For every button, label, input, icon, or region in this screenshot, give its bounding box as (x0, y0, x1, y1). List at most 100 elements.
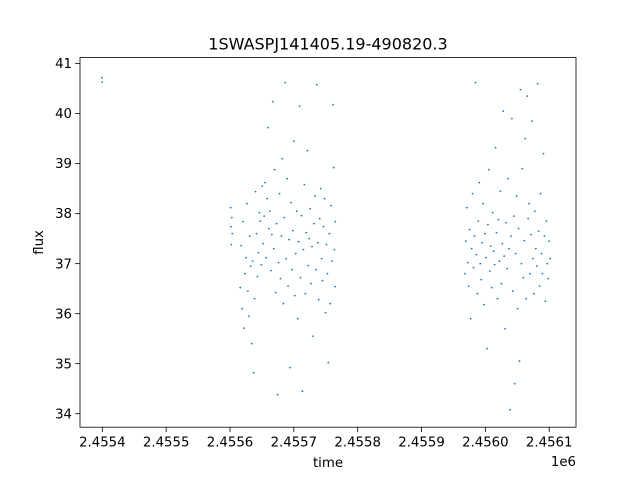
data-point (472, 266, 475, 269)
data-point (318, 217, 321, 220)
data-point (291, 268, 293, 271)
x-axis: 2.4554 2.4555 2.4556 2.4557 2.4558 2.4559 2.45… (79, 427, 572, 451)
data-point (273, 168, 276, 171)
data-point (497, 218, 500, 221)
data-point (314, 195, 316, 198)
data-point (544, 300, 547, 303)
data-point (247, 315, 250, 318)
data-point (309, 207, 312, 210)
data-point (314, 268, 317, 271)
data-point (323, 197, 326, 200)
data-point (271, 100, 274, 103)
data-point (300, 214, 303, 217)
data-point (535, 265, 538, 268)
data-point (518, 360, 521, 363)
data-point (230, 216, 233, 219)
data-point (286, 177, 289, 180)
data-point (324, 311, 327, 314)
data-point (243, 327, 245, 330)
y-tick-label: 34 (55, 407, 72, 422)
data-point (256, 275, 259, 278)
data-point (483, 303, 485, 306)
data-point (269, 210, 271, 213)
data-point (332, 166, 335, 169)
data-point (536, 82, 539, 85)
y-tick-label: 39 (55, 157, 72, 172)
x-tick-label: 2.4558 (334, 436, 381, 451)
data-point (275, 222, 278, 225)
y-tick-label: 38 (55, 207, 72, 222)
data-point (469, 317, 472, 320)
data-point (519, 88, 522, 91)
data-point (465, 206, 468, 209)
data-point (311, 245, 313, 248)
data-point (248, 235, 251, 238)
data-point (482, 202, 485, 205)
data-point (245, 256, 247, 259)
data-point (496, 297, 499, 300)
data-point (487, 223, 489, 226)
data-point (308, 237, 311, 240)
data-point (525, 297, 528, 300)
data-point (526, 95, 529, 98)
data-point (326, 272, 329, 275)
data-point (287, 285, 289, 288)
data-point (491, 211, 494, 214)
data-point (250, 342, 253, 345)
plot-frame (79, 57, 577, 428)
data-point (489, 245, 492, 248)
y-tick-label: 37 (55, 257, 72, 272)
chart-title: 1SWASPJ141405.19-490820.3 (208, 35, 447, 54)
data-point (320, 257, 323, 260)
data-point (297, 240, 300, 243)
data-point (321, 279, 324, 282)
data-point (506, 267, 508, 270)
data-point (304, 292, 307, 295)
data-point (508, 247, 510, 250)
data-point (267, 126, 269, 129)
data-point (265, 256, 267, 259)
data-point (278, 192, 281, 195)
y-axis-label: flux (32, 230, 47, 255)
data-point (260, 263, 263, 266)
data-point (312, 335, 314, 338)
data-point (270, 233, 273, 236)
data-point (277, 261, 280, 264)
data-point (327, 361, 330, 364)
data-point (251, 260, 254, 263)
data-point (328, 232, 331, 235)
data-point (484, 232, 486, 235)
x-tick-label: 2.4560 (462, 436, 509, 451)
data-point (540, 252, 543, 255)
data-point (479, 262, 482, 265)
data-point (464, 240, 467, 243)
data-point (520, 262, 523, 265)
data-point (485, 256, 487, 259)
data-point (292, 140, 295, 143)
data-point (514, 252, 517, 255)
data-point (528, 202, 530, 205)
data-point (330, 204, 333, 207)
data-point (546, 262, 549, 265)
data-point (516, 307, 519, 310)
x-axis-offset-label: 1e6 (551, 455, 576, 470)
data-point (317, 298, 320, 301)
data-point (545, 220, 548, 223)
data-point (295, 210, 298, 213)
data-point (478, 181, 481, 184)
x-tick-label: 2.4559 (398, 436, 445, 451)
data-point (279, 277, 282, 280)
data-point (534, 247, 537, 250)
data-point (501, 242, 504, 245)
data-point (531, 120, 533, 123)
data-point (258, 211, 261, 214)
data-point (521, 167, 524, 170)
data-point (332, 103, 335, 106)
data-point (253, 297, 256, 300)
data-point (230, 225, 232, 228)
data-point (241, 307, 244, 310)
data-point (322, 225, 325, 228)
data-point (467, 285, 470, 288)
data-point (509, 408, 511, 411)
data-point (269, 269, 272, 272)
